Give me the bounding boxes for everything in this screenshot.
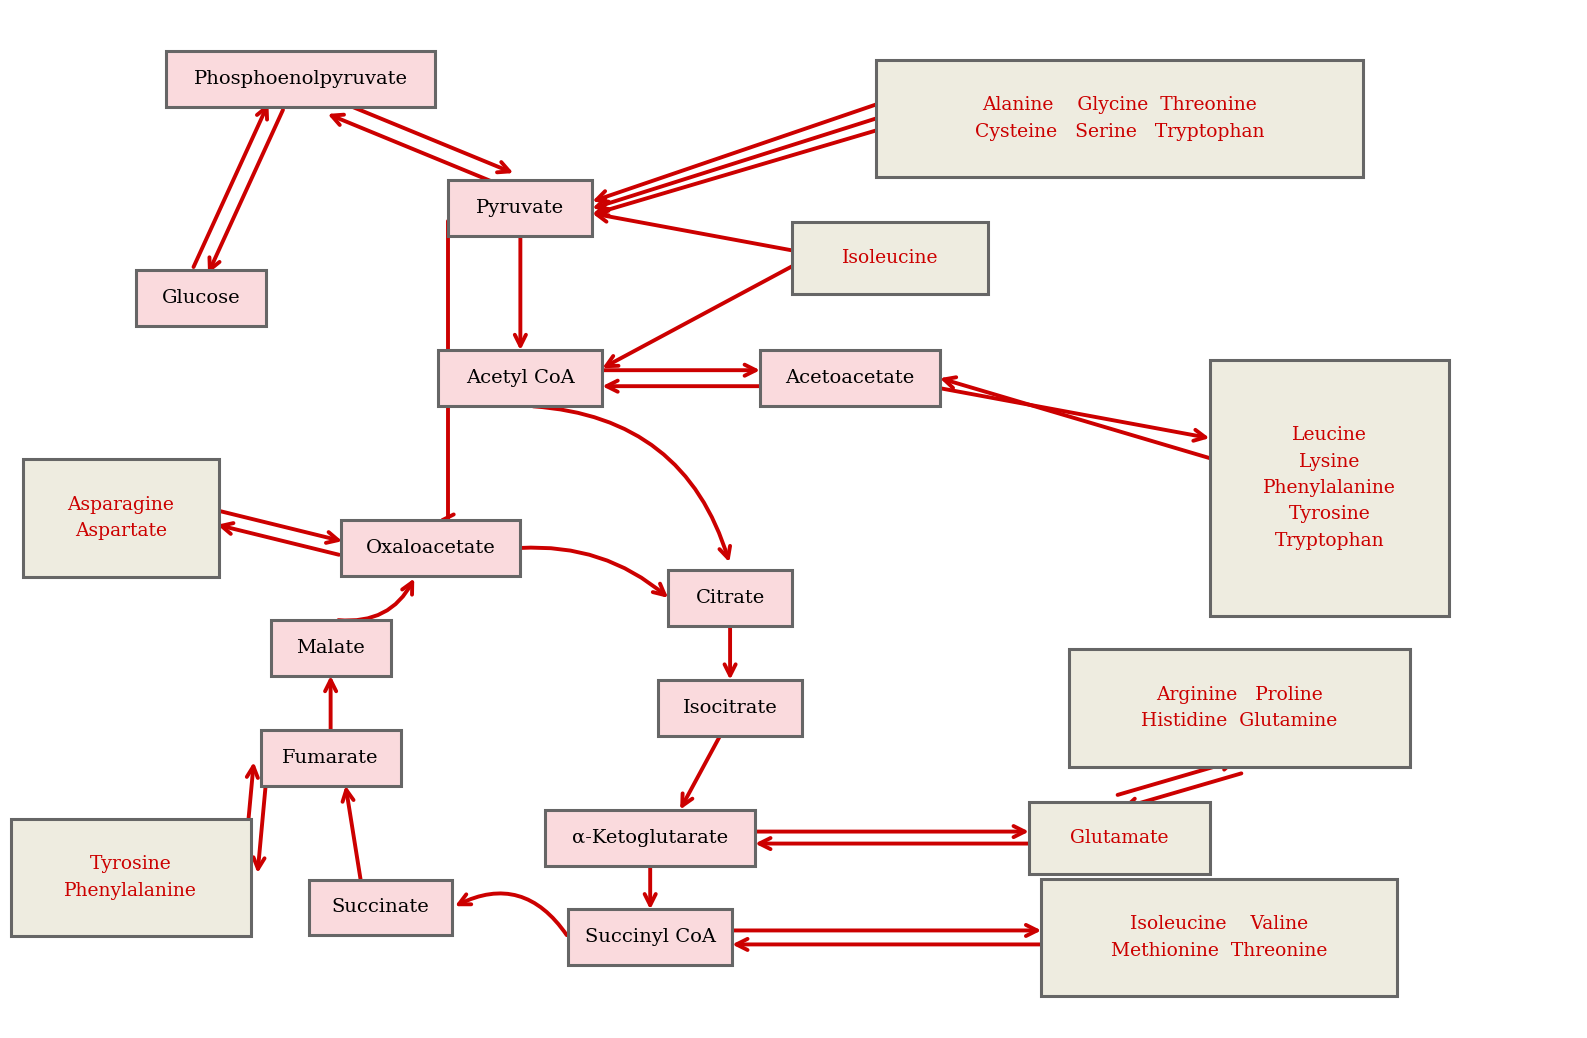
FancyArrowPatch shape	[597, 131, 876, 215]
FancyBboxPatch shape	[11, 819, 251, 936]
Text: Fumarate: Fumarate	[282, 748, 379, 767]
FancyArrowPatch shape	[606, 381, 760, 391]
FancyArrowPatch shape	[244, 766, 257, 872]
Text: Alanine    Glycine  Threonine
Cysteine   Serine   Tryptophan: Alanine Glycine Threonine Cysteine Serin…	[974, 97, 1265, 141]
Text: Succinyl CoA: Succinyl CoA	[584, 928, 716, 947]
FancyArrowPatch shape	[736, 939, 1041, 950]
FancyBboxPatch shape	[136, 270, 265, 326]
FancyBboxPatch shape	[260, 730, 400, 786]
FancyArrowPatch shape	[209, 110, 282, 270]
FancyArrowPatch shape	[940, 388, 1205, 441]
Text: Malate: Malate	[297, 638, 365, 657]
FancyArrowPatch shape	[601, 364, 755, 376]
FancyArrowPatch shape	[732, 925, 1036, 936]
Text: Tyrosine
Phenylalanine: Tyrosine Phenylalanine	[65, 855, 197, 900]
FancyArrowPatch shape	[514, 237, 525, 346]
FancyArrowPatch shape	[1125, 773, 1241, 810]
Text: Asparagine
Aspartate: Asparagine Aspartate	[68, 496, 175, 540]
Text: Oxaloacetate: Oxaloacetate	[365, 539, 495, 557]
FancyBboxPatch shape	[792, 222, 987, 295]
FancyBboxPatch shape	[760, 350, 940, 406]
FancyArrowPatch shape	[221, 511, 338, 543]
Text: Citrate: Citrate	[695, 589, 765, 607]
FancyBboxPatch shape	[876, 59, 1363, 177]
FancyArrowPatch shape	[725, 626, 736, 676]
FancyBboxPatch shape	[1041, 878, 1398, 996]
FancyArrowPatch shape	[597, 211, 792, 250]
FancyBboxPatch shape	[341, 520, 521, 576]
FancyArrowPatch shape	[221, 523, 340, 554]
FancyArrowPatch shape	[343, 790, 360, 879]
FancyArrowPatch shape	[333, 100, 509, 172]
FancyBboxPatch shape	[568, 909, 732, 965]
FancyArrowPatch shape	[521, 548, 665, 595]
FancyBboxPatch shape	[1209, 360, 1449, 616]
FancyBboxPatch shape	[438, 350, 601, 406]
FancyBboxPatch shape	[165, 51, 435, 107]
FancyBboxPatch shape	[271, 620, 390, 676]
FancyArrowPatch shape	[332, 114, 508, 188]
FancyBboxPatch shape	[659, 680, 801, 736]
Text: Acetyl CoA: Acetyl CoA	[467, 370, 574, 387]
Text: Succinate: Succinate	[332, 899, 430, 917]
FancyBboxPatch shape	[449, 181, 592, 237]
Text: Arginine   Proline
Histidine  Glutamine: Arginine Proline Histidine Glutamine	[1141, 685, 1338, 730]
Text: Isocitrate: Isocitrate	[682, 699, 778, 717]
Text: Phosphoenolpyruvate: Phosphoenolpyruvate	[194, 70, 408, 87]
FancyBboxPatch shape	[546, 810, 755, 866]
Text: α-Ketoglutarate: α-Ketoglutarate	[573, 828, 728, 847]
Text: Leucine
Lysine
Phenylalanine
Tyrosine
Tryptophan: Leucine Lysine Phenylalanine Tyrosine Tr…	[1263, 427, 1395, 550]
FancyArrowPatch shape	[606, 267, 792, 366]
FancyArrowPatch shape	[760, 838, 1028, 849]
FancyArrowPatch shape	[755, 826, 1025, 837]
Text: Isoleucine    Valine
Methionine  Threonine: Isoleucine Valine Methionine Threonine	[1111, 916, 1328, 960]
FancyBboxPatch shape	[1068, 649, 1411, 767]
Text: Glucose: Glucose	[162, 290, 240, 307]
FancyArrowPatch shape	[325, 680, 336, 730]
FancyBboxPatch shape	[668, 570, 792, 626]
FancyBboxPatch shape	[1028, 801, 1211, 874]
Text: Glutamate: Glutamate	[1070, 828, 1168, 847]
FancyArrowPatch shape	[597, 118, 876, 209]
FancyArrowPatch shape	[597, 105, 876, 201]
FancyBboxPatch shape	[24, 459, 219, 577]
FancyArrowPatch shape	[194, 107, 267, 267]
FancyArrowPatch shape	[944, 377, 1209, 458]
Text: Acetoacetate: Acetoacetate	[786, 370, 914, 387]
Text: Isoleucine: Isoleucine	[841, 249, 938, 268]
FancyArrowPatch shape	[682, 736, 720, 805]
Text: Pyruvate: Pyruvate	[476, 199, 565, 217]
FancyArrowPatch shape	[644, 866, 655, 905]
FancyBboxPatch shape	[308, 879, 452, 935]
FancyArrowPatch shape	[1117, 759, 1233, 795]
FancyArrowPatch shape	[254, 763, 268, 869]
